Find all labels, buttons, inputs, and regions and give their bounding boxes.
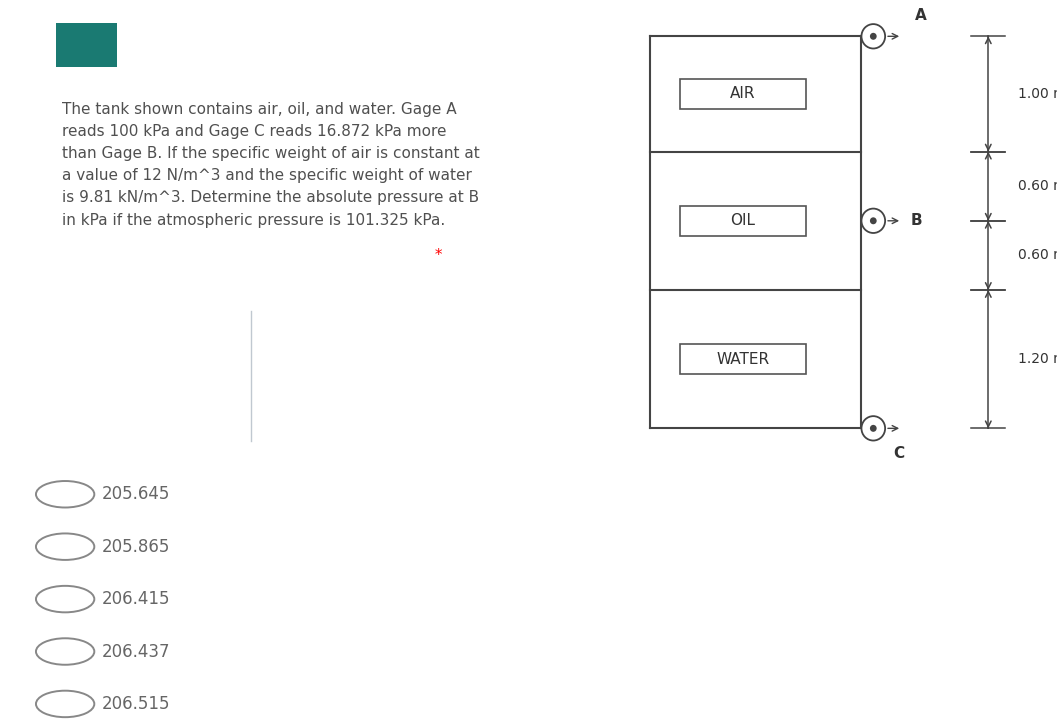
Circle shape [870,425,876,432]
Circle shape [861,416,885,441]
Text: B: B [910,213,922,228]
Bar [680,78,806,109]
Text: 0.60 m: 0.60 m [1018,179,1057,193]
Text: AIR: AIR [730,86,756,102]
Bar [680,205,806,236]
Text: WATER: WATER [717,351,769,367]
Circle shape [870,217,876,224]
Bar [680,344,806,375]
Text: A: A [914,8,927,23]
Text: 206.437: 206.437 [101,643,170,661]
Circle shape [870,33,876,40]
Text: *: * [430,248,442,263]
Text: 0.60 m: 0.60 m [1018,248,1057,262]
Text: 3: 3 [80,36,93,54]
Circle shape [861,24,885,49]
Text: 205.645: 205.645 [101,485,170,503]
Text: C: C [893,446,905,461]
Text: 206.415: 206.415 [101,590,170,608]
Text: 206.515: 206.515 [101,695,170,713]
Text: The tank shown contains air, oil, and water. Gage A
reads 100 kPa and Gage C rea: The tank shown contains air, oil, and wa… [62,102,480,228]
Text: 1.20 m: 1.20 m [1018,352,1057,366]
Text: OIL: OIL [730,213,756,228]
FancyBboxPatch shape [56,23,116,67]
Text: 1.00 m: 1.00 m [1018,87,1057,101]
Circle shape [861,208,885,233]
Text: 205.865: 205.865 [101,538,170,555]
